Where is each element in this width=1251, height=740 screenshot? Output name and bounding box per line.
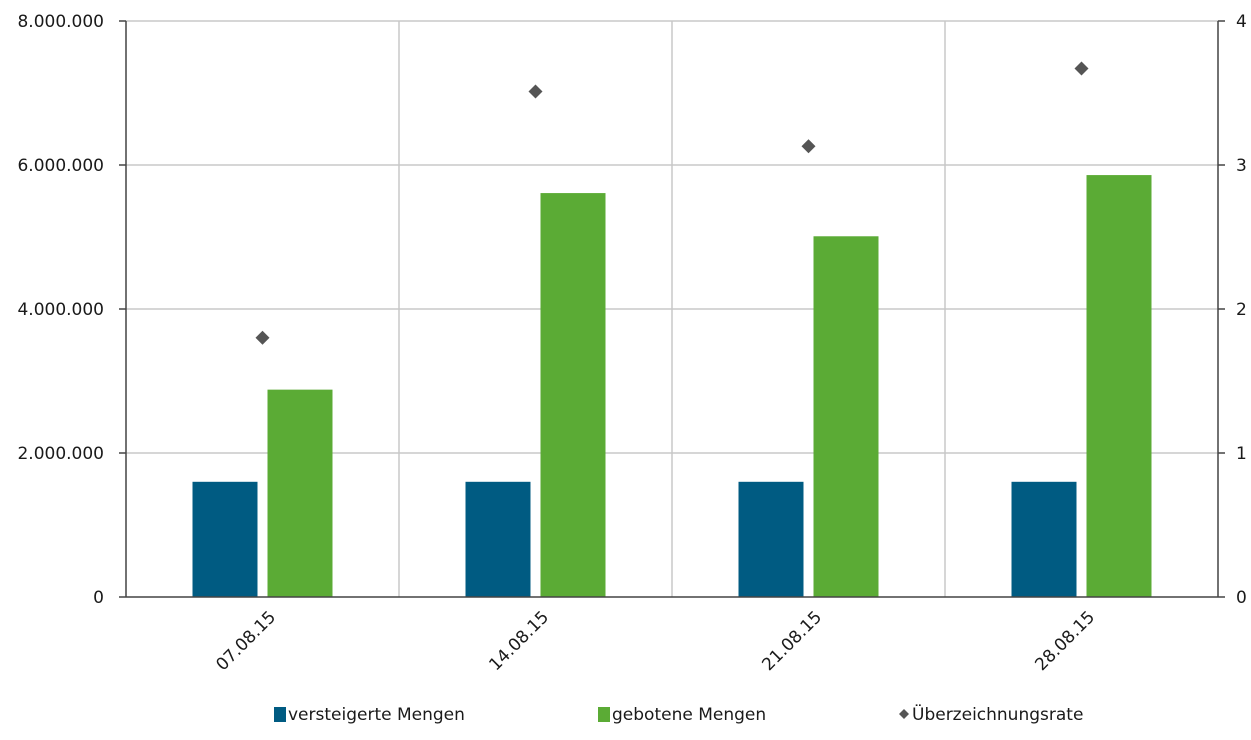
marker-diamond	[801, 139, 816, 154]
marker-diamond	[255, 330, 270, 345]
y-right-tick-label: 0	[1236, 588, 1247, 608]
legend-label: versteigerte Mengen	[288, 705, 465, 725]
grid-layer	[126, 20, 1218, 597]
bar	[813, 236, 879, 597]
y-left-tick-label: 8.000.000	[17, 12, 104, 32]
bar	[1011, 481, 1077, 597]
bar	[738, 481, 804, 597]
y-left-tick-label: 4.000.000	[17, 300, 104, 320]
y-right-tick-label: 2	[1236, 300, 1247, 320]
bar	[465, 481, 531, 597]
y-right-tick-label: 1	[1236, 444, 1247, 464]
marker-diamond	[528, 84, 543, 99]
y-left-tick-label: 0	[93, 588, 104, 608]
x-tick-label: 28.08.15	[1031, 607, 1099, 675]
legend-swatch	[598, 707, 610, 722]
y-right-tick-label: 4	[1236, 12, 1247, 32]
x-tick-label: 14.08.15	[485, 607, 553, 675]
legend-label: Überzeichnungsrate	[912, 703, 1083, 725]
axes-layer	[119, 20, 1225, 598]
legend-swatch	[274, 707, 286, 722]
x-tick-label: 21.08.15	[758, 607, 826, 675]
marker-diamond	[1074, 61, 1089, 76]
bars-layer	[192, 175, 1152, 597]
bar	[1086, 175, 1152, 597]
legend-marker-diamond	[899, 709, 909, 719]
y-right-tick-label: 3	[1236, 156, 1247, 176]
bar	[540, 193, 606, 597]
x-tick-label: 07.08.15	[212, 607, 280, 675]
y-left-tick-label: 2.000.000	[17, 444, 104, 464]
y-left-tick-label: 6.000.000	[17, 156, 104, 176]
legend: versteigerte Mengen gebotene Mengen Überze…	[274, 703, 1083, 725]
bar	[267, 389, 333, 597]
markers-layer	[255, 61, 1089, 345]
bar	[192, 481, 258, 597]
legend-label: gebotene Mengen	[612, 705, 766, 725]
